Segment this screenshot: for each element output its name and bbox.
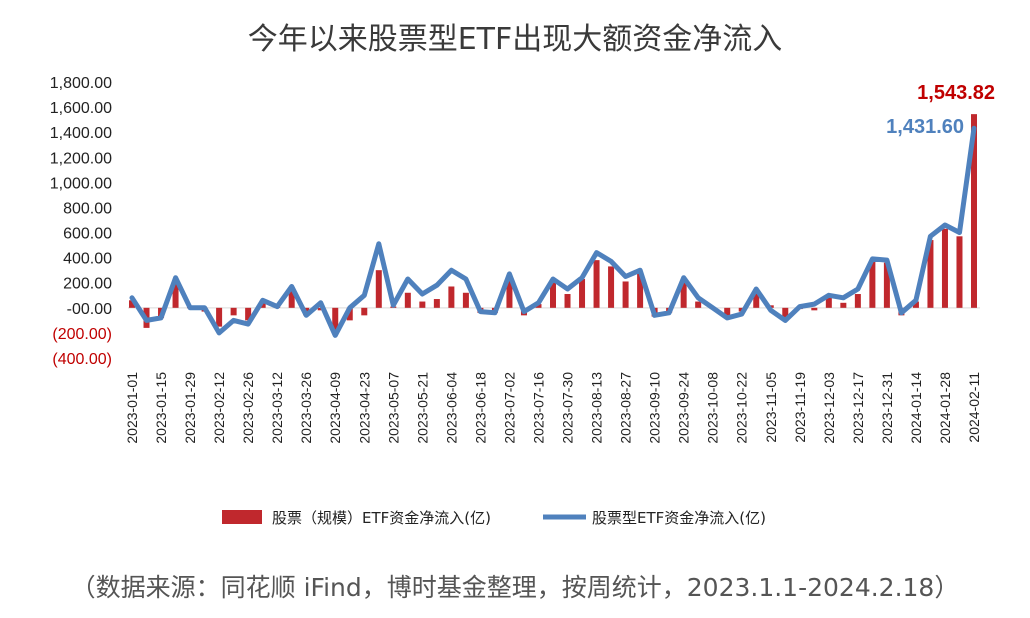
x-tick-label: 2023-09-10 [647,372,663,444]
legend-bar-swatch [222,510,262,524]
bar [811,307,818,311]
source-note: （数据来源：同花顺 iFind，博时基金整理，按周统计，2023.1.1-202… [70,573,960,602]
y-tick-label: 200.00 [63,276,112,293]
bar-series [129,114,977,333]
bar [927,240,934,308]
x-tick-label: 2023-06-04 [443,372,459,444]
bar [230,307,237,316]
x-tick-label: 2023-08-13 [589,372,605,444]
x-tick-label: 2023-05-07 [385,372,401,444]
x-tick-label: 2023-02-26 [240,372,256,444]
bar [172,282,179,308]
y-tick-label: 1,600.00 [50,100,112,117]
x-tick-label: 2023-04-09 [327,372,343,444]
bar [971,114,977,308]
x-axis: 2023-01-01 2023-01-15 2023-01-29 2023-02-12… [124,372,982,444]
x-tick-label: 2023-06-18 [472,372,488,444]
bar [332,307,339,333]
bar [361,307,368,316]
bar [593,260,600,308]
y-tick-label: (400.00) [52,351,112,368]
x-tick-label: 2023-01-29 [182,372,198,444]
x-tick-label: 2023-12-31 [879,372,895,444]
bar [404,292,411,308]
x-tick-label: 2023-05-21 [414,372,430,444]
y-tick-label: 600.00 [63,226,112,243]
bar [840,302,847,308]
bar [535,304,542,308]
bar [433,299,440,308]
x-tick-label: 2023-07-16 [530,372,546,444]
x-tick-label: 2023-07-30 [560,372,576,444]
x-tick-label: 2023-12-03 [821,372,837,444]
bar [419,301,426,308]
bar [288,290,295,308]
x-tick-label: 2023-07-02 [501,372,517,444]
callouts: 1,543.82 1,431.60 [886,82,995,138]
bar [622,281,629,308]
chart-title: 今年以来股票型ETF出现大额资金净流入 [247,22,783,57]
bar [245,307,252,321]
x-tick-label: 2023-01-15 [153,372,169,444]
bar-peak-label: 1,543.82 [917,82,995,104]
bar [941,228,948,308]
y-tick-label: 1,200.00 [50,150,112,167]
bar [564,294,571,308]
bar [448,286,455,308]
legend: 股票（规模）ETF资金净流入(亿) 股票型ETF资金净流入(亿) [222,509,766,527]
bar [462,292,469,308]
bar [637,272,644,308]
bar [883,262,890,308]
y-tick-label: 1,400.00 [50,125,112,142]
bar [579,278,586,308]
bar [346,307,353,321]
x-tick-label: 2023-01-01 [124,372,140,444]
x-tick-label: 2023-12-17 [850,372,866,444]
bar [129,300,135,308]
bar [869,261,876,308]
x-tick-label: 2024-01-14 [908,372,924,444]
bar [782,307,789,318]
line-peak-label: 1,431.60 [886,116,964,138]
line-series [129,125,977,338]
bar [608,266,615,308]
x-tick-label: 2023-10-08 [705,372,721,444]
x-tick-label: 2024-02-11 [966,372,982,443]
y-axis: 1,800.00 1,600.00 1,400.00 1,200.00 1,000.00… [50,75,980,368]
bar [550,282,556,308]
bar [753,292,760,308]
bar [695,301,702,308]
bar [317,307,324,311]
x-tick-label: 2023-09-24 [676,372,692,444]
bar [825,297,832,308]
x-tick-label: 2023-10-22 [734,372,750,444]
x-tick-label: 2023-03-26 [298,372,314,444]
y-tick-label: 1,800.00 [50,75,112,92]
y-tick-label: 800.00 [63,200,112,217]
bar [375,270,382,308]
x-tick-label: 2023-03-12 [269,372,285,444]
y-tick-label: 1,000.00 [50,175,112,192]
x-tick-label: 2023-11-19 [792,372,808,443]
x-tick-label: 2023-02-12 [211,372,227,444]
bar [216,307,223,327]
x-tick-label: 2023-04-23 [356,372,372,444]
bar [259,302,266,308]
bar [506,280,513,308]
bar [912,301,919,308]
legend-line-label: 股票型ETF资金净流入(亿) [592,509,766,527]
y-tick-label: (200.00) [52,326,112,343]
y-tick-label: -00.00 [67,301,112,318]
series-line [129,125,977,338]
legend-bar-label: 股票（规模）ETF资金净流入(亿) [272,509,491,527]
bar [854,294,861,308]
x-tick-label: 2023-08-27 [618,372,634,444]
y-tick-label: 400.00 [63,251,112,268]
bar [956,236,963,308]
x-tick-label: 2024-01-28 [937,372,953,444]
x-tick-label: 2023-11-05 [763,372,779,443]
bar [724,307,731,317]
bar [680,281,687,308]
